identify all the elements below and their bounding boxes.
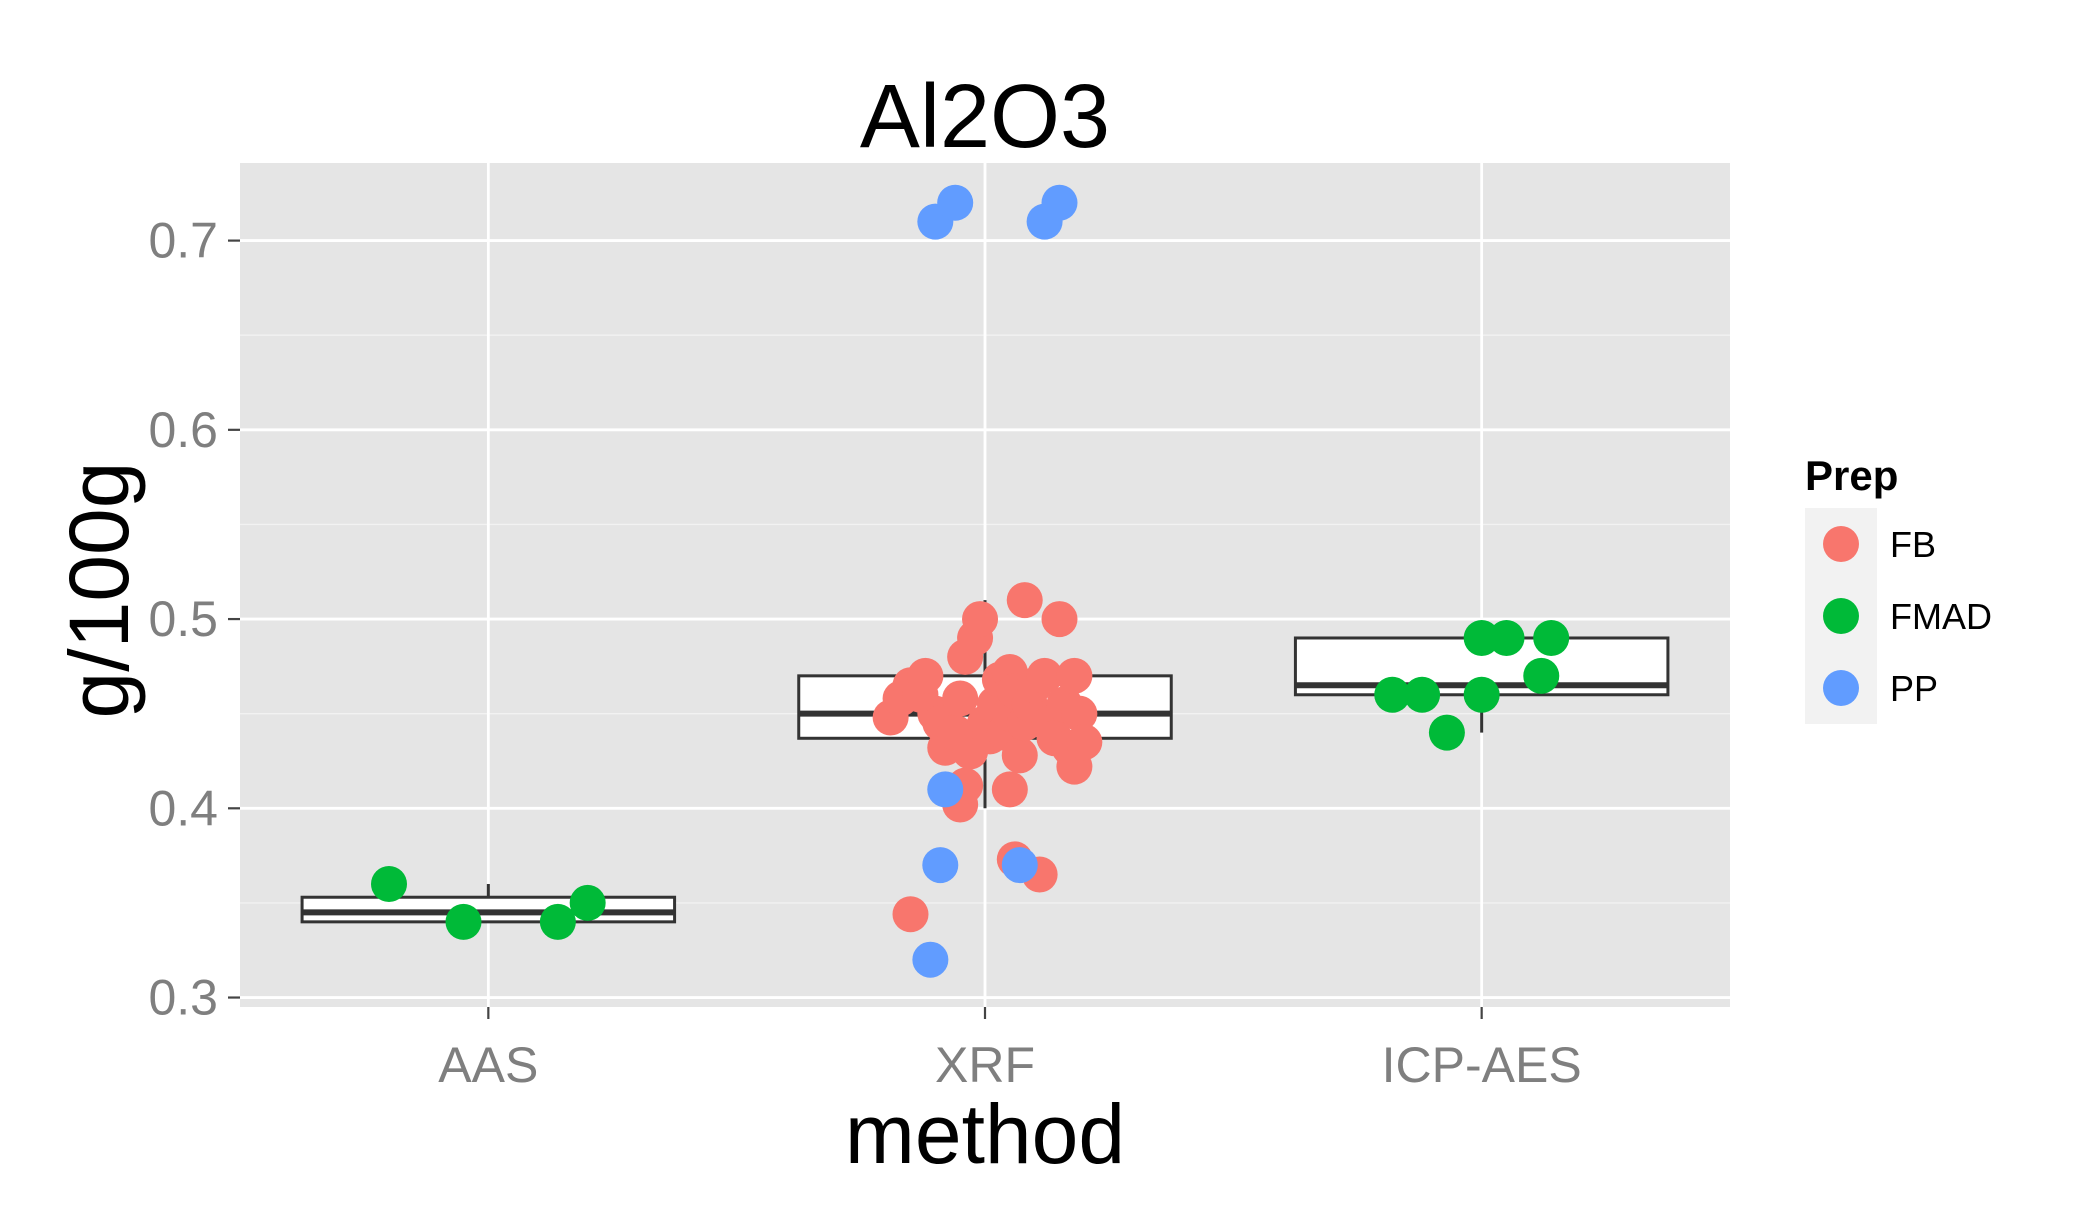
data-point (1374, 676, 1411, 713)
data-point (937, 184, 974, 221)
data-point (1041, 601, 1078, 638)
boxplot-aas (300, 883, 677, 924)
x-tick-label: AAS (438, 1037, 538, 1093)
legend-swatch (1823, 670, 1859, 706)
data-point (1463, 676, 1500, 713)
legend-swatch (1823, 598, 1859, 634)
series-pp (912, 184, 1078, 978)
y-axis-title: g/100g (52, 462, 146, 719)
data-point (892, 896, 929, 933)
data-point (1001, 737, 1038, 774)
y-tick-label: 0.6 (148, 402, 218, 458)
y-axis: 0.3 0.4 0.5 0.6 0.7 (148, 213, 240, 1026)
data-point (942, 680, 979, 717)
data-point (1041, 184, 1078, 221)
x-axis-title: method (845, 1087, 1125, 1181)
data-point (1066, 724, 1103, 761)
x-tick-label: XRF (935, 1037, 1035, 1093)
data-point (1026, 657, 1063, 694)
data-point (991, 771, 1028, 808)
legend-label: FB (1890, 524, 1936, 565)
data-point (907, 657, 944, 694)
x-tick-label: ICP-AES (1382, 1037, 1582, 1093)
legend-item-pp: PP (1805, 652, 1938, 724)
data-point (922, 847, 959, 884)
data-point (927, 771, 964, 808)
data-point (1056, 657, 1093, 694)
data-point (569, 884, 606, 921)
y-tick-label: 0.4 (148, 780, 218, 836)
data-point (962, 601, 999, 638)
series-fb (872, 582, 1103, 933)
legend-title: Prep (1805, 452, 1898, 499)
data-point (445, 903, 482, 940)
legend-label: FMAD (1890, 596, 1992, 637)
data-point (1488, 619, 1525, 656)
data-point (539, 903, 576, 940)
data-point (1001, 847, 1038, 884)
data-point (1404, 676, 1441, 713)
data-point (1428, 714, 1465, 751)
legend-item-fb: FB (1805, 508, 1936, 580)
y-tick-label: 0.3 (148, 970, 218, 1026)
chart-title: Al2O3 (860, 67, 1110, 167)
legend-item-fmad: FMAD (1805, 580, 1992, 652)
data-point (1523, 657, 1560, 694)
x-axis: AAS XRF ICP-AES (438, 1007, 1582, 1093)
series-fmad (371, 619, 1570, 940)
data-point (1061, 695, 1098, 732)
data-point (1463, 619, 1500, 656)
y-tick-label: 0.7 (148, 213, 218, 269)
data-point (1533, 619, 1570, 656)
legend-swatch (1823, 526, 1859, 562)
data-point (371, 865, 407, 902)
legend: Prep FB FMAD PP (1805, 452, 1992, 724)
data-point (1006, 582, 1043, 619)
plot-panel (240, 163, 1730, 1007)
legend-label: PP (1890, 668, 1938, 709)
y-tick-label: 0.5 (148, 591, 218, 647)
data-point (912, 941, 949, 978)
